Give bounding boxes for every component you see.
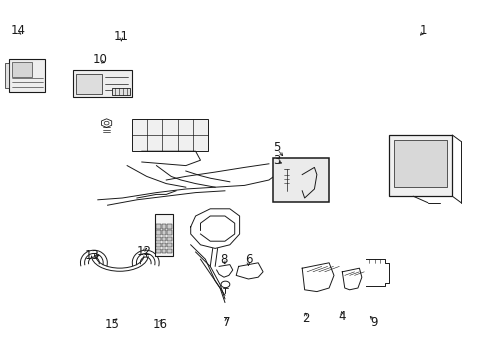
Text: 8: 8: [219, 253, 227, 266]
Bar: [162, 230, 166, 235]
Text: 12: 12: [137, 246, 151, 258]
Bar: [73, 70, 132, 97]
Bar: [272, 158, 328, 202]
Bar: [156, 237, 160, 241]
Text: 6: 6: [244, 253, 252, 266]
Text: 5: 5: [273, 141, 281, 154]
Bar: [167, 230, 172, 235]
Bar: [156, 230, 160, 235]
Bar: [162, 243, 166, 247]
Text: 1: 1: [418, 24, 426, 37]
Bar: [167, 224, 172, 229]
Bar: [156, 224, 160, 229]
Text: 15: 15: [105, 318, 120, 330]
Text: 13: 13: [84, 249, 99, 262]
Bar: [167, 249, 172, 253]
Bar: [162, 237, 166, 241]
Bar: [76, 74, 102, 94]
Bar: [155, 214, 173, 256]
Bar: [156, 243, 160, 247]
Bar: [12, 62, 32, 77]
Text: 10: 10: [93, 53, 107, 66]
Bar: [167, 237, 172, 241]
Bar: [162, 249, 166, 253]
Text: 2: 2: [301, 312, 309, 325]
Text: 7: 7: [222, 316, 230, 329]
Bar: [5, 63, 9, 88]
Text: 4: 4: [338, 310, 346, 323]
Text: 16: 16: [152, 318, 167, 330]
Text: 14: 14: [11, 24, 26, 37]
Bar: [112, 88, 130, 95]
Bar: [167, 243, 172, 247]
Bar: [9, 59, 45, 92]
Text: 9: 9: [369, 316, 377, 329]
Bar: [162, 224, 166, 229]
Text: 3: 3: [273, 154, 281, 167]
Bar: [393, 140, 447, 187]
Bar: [156, 249, 160, 253]
Bar: [132, 119, 207, 151]
Bar: [388, 135, 451, 196]
Text: 11: 11: [114, 30, 128, 42]
